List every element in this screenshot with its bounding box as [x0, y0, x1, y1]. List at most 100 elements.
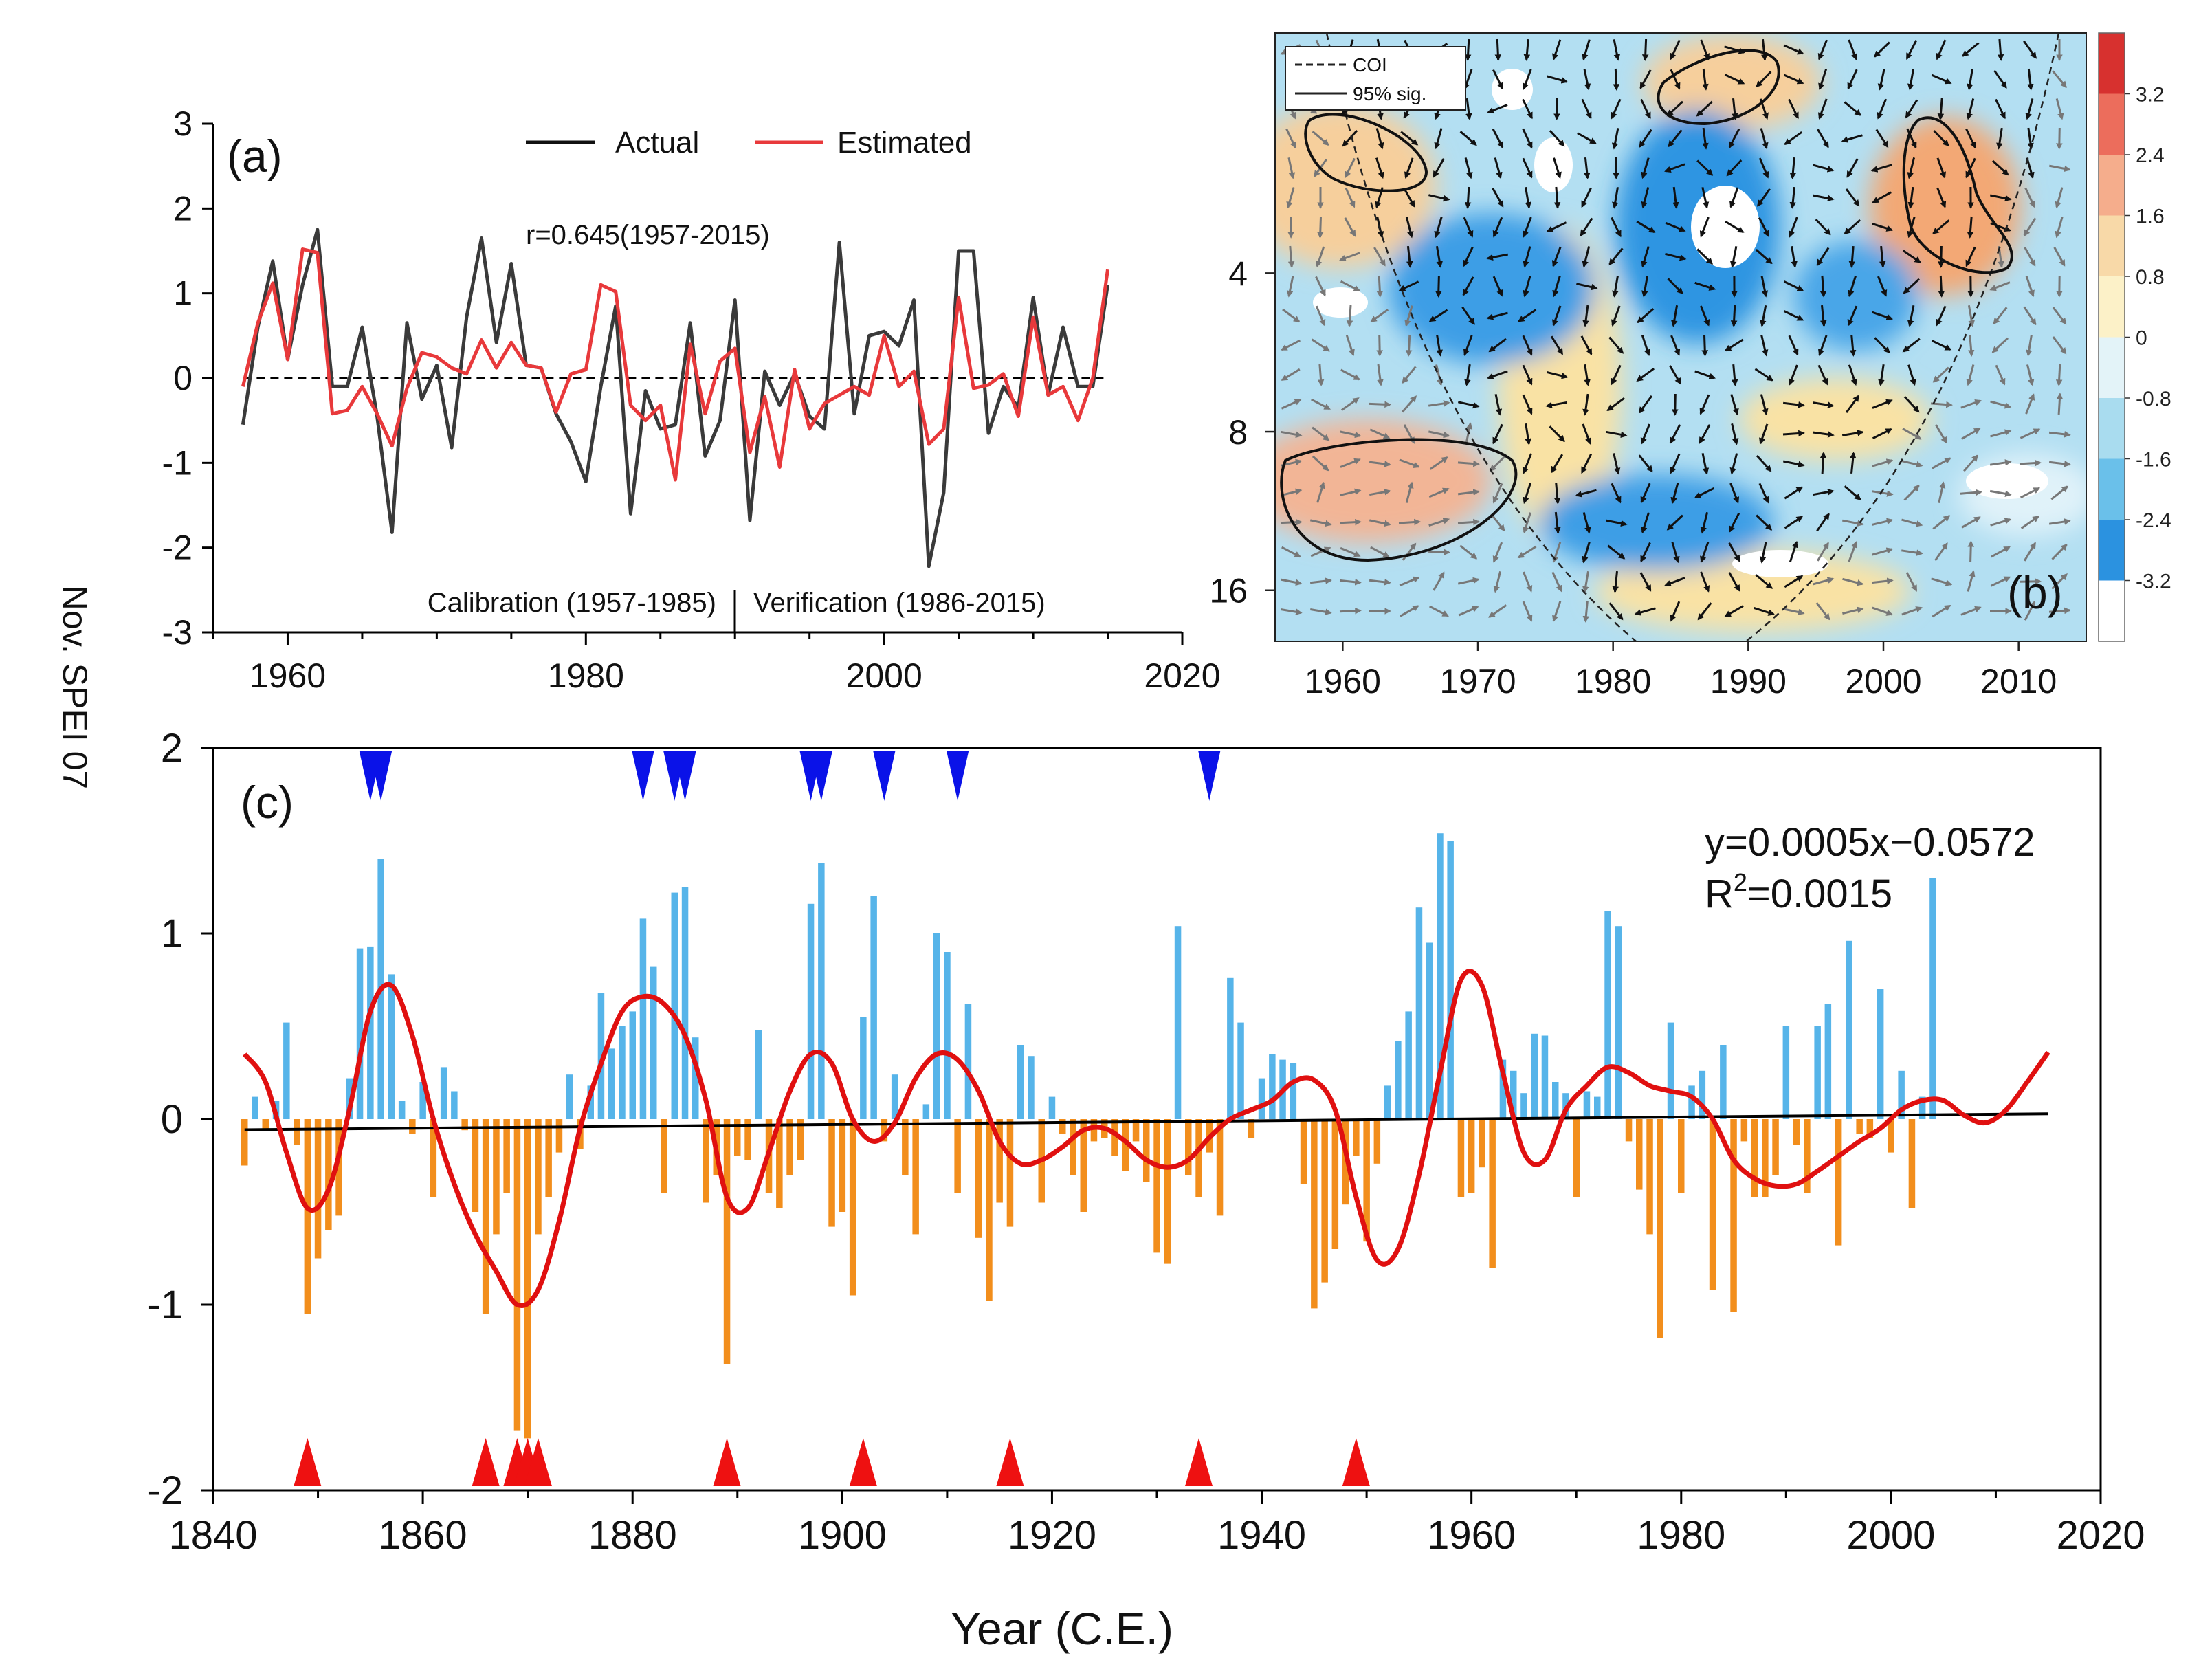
down-triangle-marker: [674, 751, 696, 801]
phase-arrow: [1612, 186, 1619, 209]
up-triangle-marker: [996, 1438, 1024, 1486]
down-triangle-marker: [1198, 751, 1221, 801]
positive-bar: [1447, 841, 1454, 1119]
y-tick-label: -1: [147, 1283, 183, 1327]
phase-arrow: [1613, 453, 1621, 475]
panel-c-bars: [241, 833, 1936, 1439]
phase-arrow: [1522, 394, 1533, 415]
phase-arrow: [1608, 336, 1624, 354]
y-tick-label: -1: [162, 443, 192, 482]
panel-a-axes: 3 2 1 0 -1 -2 -3 1960 1980 2000 2020: [162, 104, 1221, 695]
y-tick-label: 1: [173, 274, 192, 313]
phase-arrow: [1730, 305, 1738, 327]
negative-bar: [1059, 1119, 1066, 1134]
phase-arrow: [1376, 275, 1384, 298]
phase-arrow: [1700, 542, 1710, 564]
phase-arrow: [1641, 335, 1650, 357]
negative-bar: [535, 1119, 542, 1235]
phase-arrow: [1375, 128, 1384, 150]
phase-arrow: [1841, 134, 1863, 143]
phase-arrow: [1872, 311, 1894, 320]
phase-arrow: [1938, 481, 1946, 504]
phase-arrow: [1404, 305, 1413, 327]
positive-bar: [419, 1082, 426, 1119]
phase-arrow: [1553, 157, 1562, 179]
phase-arrow: [1961, 428, 1981, 440]
phase-arrow: [1960, 606, 1982, 616]
x-tick-label: 2000: [1846, 1513, 1935, 1558]
phase-arrow: [1758, 217, 1770, 238]
panel-a-calibration-label: Calibration (1957-1985): [428, 588, 716, 618]
negative-bar: [723, 1119, 731, 1364]
phase-arrow: [1550, 454, 1564, 474]
significance-contour: [1657, 49, 1780, 126]
phase-arrow: [1791, 245, 1798, 268]
phase-arrow: [1369, 579, 1391, 586]
positive-bar: [807, 903, 815, 1119]
phase-arrow: [2024, 600, 2036, 621]
positive-bar: [681, 887, 689, 1119]
positive-bar: [587, 1085, 594, 1119]
phase-arrow: [1699, 394, 1710, 415]
phase-arrow: [1457, 518, 1480, 526]
phase-arrow: [1553, 186, 1561, 209]
positive-bar: [1017, 1045, 1024, 1119]
phase-arrow: [1575, 489, 1597, 498]
phase-arrow: [1989, 459, 2012, 466]
positive-bar: [283, 1022, 290, 1119]
colorbar-tick-label: 1.6: [2136, 206, 2165, 228]
phase-arrow: [1286, 276, 1294, 298]
phase-arrow: [1553, 482, 1561, 505]
panel-c-markers: [294, 751, 1370, 1486]
up-triangle-marker: [1185, 1438, 1213, 1486]
negative-bar: [1164, 1119, 1171, 1264]
negative-bar: [1804, 1119, 1811, 1193]
phase-arrow: [1463, 335, 1473, 356]
phase-arrow: [1370, 546, 1390, 558]
phase-arrow: [1901, 606, 1923, 616]
phase-arrow: [1905, 99, 1918, 119]
negative-bar: [1143, 1119, 1150, 1182]
phase-arrow: [1872, 428, 1893, 440]
phase-arrow: [1848, 541, 1858, 562]
positive-bar: [1227, 977, 1234, 1119]
phase-arrow: [1428, 487, 1450, 498]
positive-bar: [1667, 1022, 1674, 1119]
phase-arrow: [1666, 514, 1683, 531]
negative-bar: [1363, 1119, 1370, 1242]
phase-arrow: [2020, 487, 2041, 499]
negative-bar: [545, 1119, 552, 1197]
y-tick-label: -3: [162, 613, 192, 652]
positive-bar: [860, 1017, 867, 1119]
phase-arrow: [1611, 364, 1622, 386]
negative-bar: [1373, 1119, 1381, 1164]
negative-bar: [1070, 1119, 1076, 1175]
phase-arrow: [1522, 69, 1532, 90]
negative-bar: [430, 1119, 437, 1197]
phase-arrow: [1783, 44, 1804, 55]
phase-arrow: [1309, 577, 1332, 584]
negative-bar: [1709, 1119, 1716, 1290]
phase-arrow: [1549, 425, 1565, 443]
phase-arrow: [2056, 393, 2064, 415]
phase-arrow: [1870, 164, 1892, 173]
phase-arrow: [1758, 483, 1769, 504]
phase-arrow: [1457, 489, 1480, 496]
phase-arrow: [1875, 129, 1889, 148]
phase-arrow: [1309, 608, 1332, 615]
phase-arrow: [1847, 69, 1858, 90]
positive-bar: [1918, 1096, 1926, 1119]
phase-arrow: [1492, 69, 1503, 90]
linear-trend-line: [244, 1112, 2048, 1131]
positive-bar: [566, 1074, 573, 1119]
panel-c-lines: [243, 969, 2050, 1308]
phase-arrow: [1434, 128, 1443, 150]
positive-bar: [1604, 911, 1611, 1119]
phase-arrow: [1872, 191, 1892, 203]
positive-bar: [1688, 1085, 1695, 1119]
phase-arrow: [1457, 401, 1480, 409]
phase-arrow: [1758, 157, 1769, 179]
negative-bar: [472, 1119, 479, 1212]
negative-bar: [1468, 1119, 1475, 1193]
